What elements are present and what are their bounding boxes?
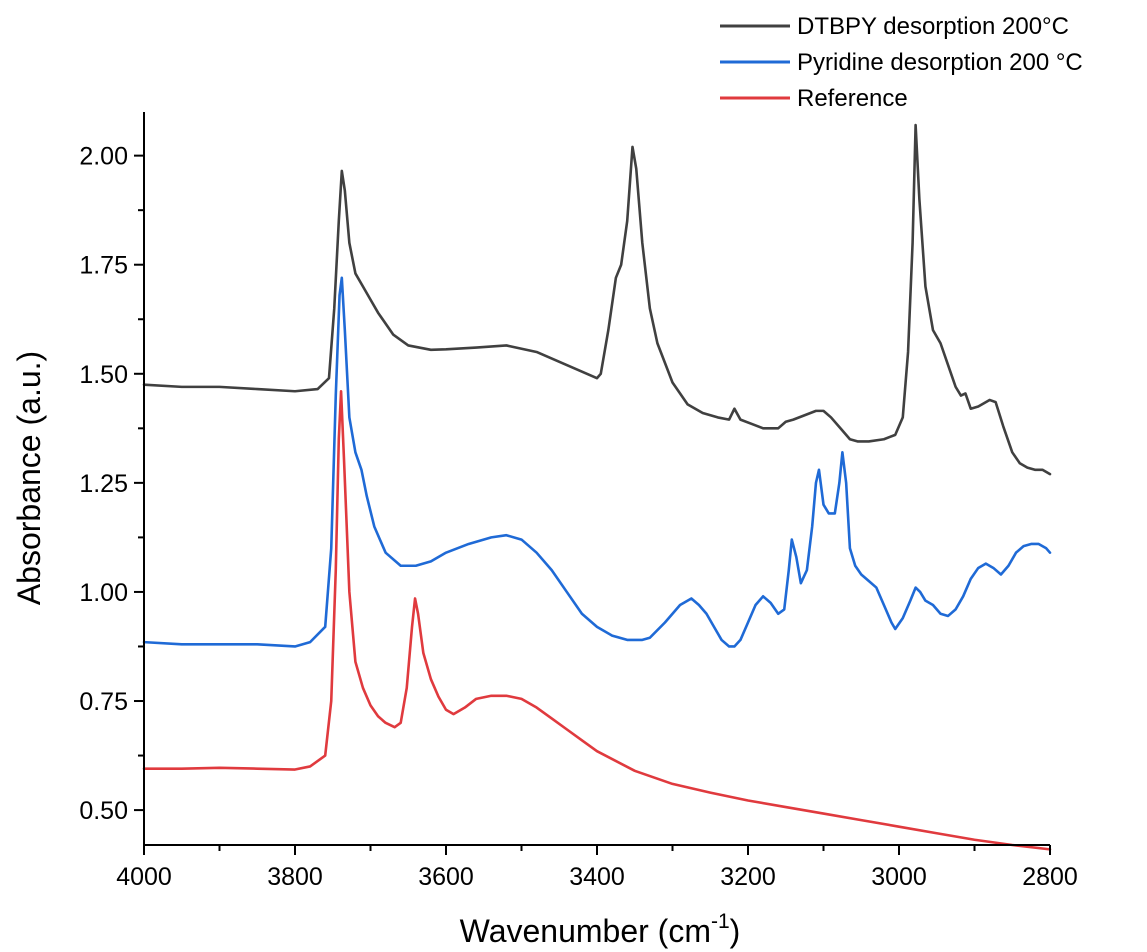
series-layer xyxy=(142,123,1052,851)
y-tick-label-5: 1.75 xyxy=(79,252,128,280)
x-axis-title-close: ) xyxy=(730,913,741,949)
x-axis-title-superscript: -1 xyxy=(711,910,730,933)
y-tick-label-2: 1.00 xyxy=(79,579,128,607)
x-tick-label-5: 3000 xyxy=(871,863,927,891)
x-tick-label-4: 3200 xyxy=(720,863,776,891)
y-tick-label-3: 1.25 xyxy=(79,470,128,498)
series-line-0 xyxy=(142,123,1052,476)
y-tick-label-0: 0.50 xyxy=(79,797,128,825)
x-axis-title-main: Wavenumber (cm xyxy=(460,913,711,949)
legend: DTBPY desorption 200°C Pyridine desorptio… xyxy=(720,13,1083,112)
legend-label-0: DTBPY desorption 200°C xyxy=(797,13,1069,40)
legend-label-1: Pyridine desorption 200 °C xyxy=(797,49,1083,76)
x-tick-label-1: 3800 xyxy=(267,863,323,891)
y-tick-label-4: 1.50 xyxy=(79,361,128,389)
x-axis-title: Wavenumber (cm-1) xyxy=(460,910,741,949)
x-tick-label-0: 4000 xyxy=(116,863,172,891)
ticks-layer: 4000 3800 3600 3400 3200 3000 2800 0.50 0.75 1.00… xyxy=(79,143,1077,891)
series-line-1 xyxy=(142,276,1052,648)
legend-label-2: Reference xyxy=(797,85,908,112)
y-tick-label-6: 2.00 xyxy=(79,143,128,171)
y-axis-title: Absorbance (a.u.) xyxy=(11,351,47,605)
series-line-2 xyxy=(142,389,1052,851)
x-tick-label-2: 3600 xyxy=(418,863,474,891)
y-tick-label-1: 0.75 xyxy=(79,688,128,716)
x-tick-label-6: 2800 xyxy=(1022,863,1078,891)
x-tick-label-3: 3400 xyxy=(569,863,625,891)
